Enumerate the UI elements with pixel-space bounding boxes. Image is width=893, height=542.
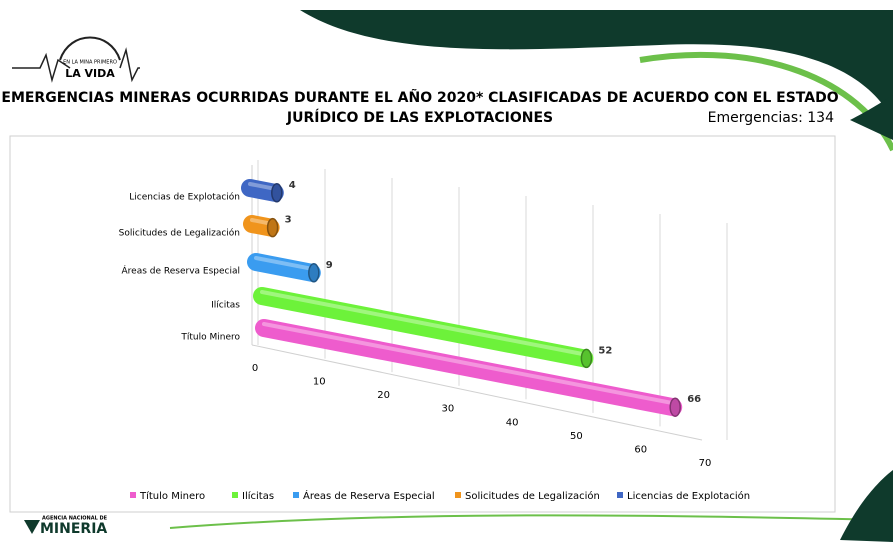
- subtitle: Emergencias: 134: [708, 110, 834, 126]
- decor-bottom-corner: [840, 470, 893, 542]
- bar-highlight: [248, 182, 277, 191]
- legend-label: Solicitudes de Legalización: [465, 490, 600, 502]
- legend-label: Ilícitas: [242, 490, 274, 502]
- decor-bottom-line: [169, 514, 893, 529]
- title-line: EMERGENCIAS MINERAS OCURRIDAS DURANTE EL…: [1, 89, 838, 106]
- x-tick-label: 20: [377, 390, 390, 401]
- logo-pulse: [12, 47, 140, 83]
- agency-top: AGENCIA NACIONAL DE: [42, 516, 108, 522]
- decor-corner: [850, 95, 893, 140]
- bar-highlight: [254, 256, 314, 271]
- legend-swatch: [232, 492, 238, 498]
- x-tick-label: 30: [441, 404, 454, 415]
- data-label: 3: [285, 215, 292, 226]
- legend-swatch: [617, 492, 623, 498]
- bar-cap: [669, 397, 681, 417]
- logo-arch: [59, 36, 121, 61]
- y-tick-label: Ilícitas: [211, 301, 240, 311]
- x-tick-label: 50: [570, 431, 583, 442]
- legend-swatch: [130, 492, 136, 498]
- x-tick-label: 40: [506, 417, 519, 428]
- bar-cap: [271, 183, 283, 203]
- y-tick-label: Licencias de Explotación: [129, 192, 240, 203]
- axis-line: [251, 344, 703, 441]
- data-label: 52: [598, 345, 612, 356]
- x-tick-label: 10: [313, 377, 326, 388]
- data-label: 9: [326, 260, 333, 271]
- x-tick-label: 70: [699, 458, 712, 469]
- bar: [241, 179, 284, 202]
- agency-icon: [24, 520, 40, 534]
- x-tick-label: 60: [634, 444, 647, 455]
- y-tick-label: Título Minero: [180, 333, 240, 343]
- legend-swatch: [293, 492, 299, 498]
- bar-cap: [580, 348, 593, 369]
- legend-label: Áreas de Reserva Especial: [303, 489, 435, 502]
- data-label: 66: [687, 394, 701, 405]
- legend-swatch: [455, 492, 461, 498]
- bar-cap: [308, 263, 320, 283]
- logo-main: LA VIDA: [65, 67, 115, 80]
- bar: [255, 319, 683, 417]
- legend-label: Licencias de Explotación: [627, 490, 750, 502]
- x-tick-label: 0: [252, 363, 258, 374]
- plot: 0 10 20 30 40 50 60 70 4 Licencias de Explotación…: [119, 160, 750, 502]
- bar: [253, 287, 594, 368]
- agency-main: MINERIA: [40, 521, 107, 537]
- bar-highlight: [260, 290, 587, 357]
- legend-label: Título Minero: [139, 490, 205, 502]
- data-label: 4: [289, 180, 296, 191]
- bar-highlight: [262, 322, 676, 406]
- title-line: JURÍDICO DE LAS EXPLOTACIONES: [286, 109, 553, 126]
- bar-cap: [266, 217, 279, 238]
- y-tick-label: Áreas de Reserva Especial: [122, 265, 240, 277]
- y-tick-label: Solicitudes de Legalización: [119, 228, 240, 239]
- decor-swoosh: [300, 10, 893, 120]
- logo-top: EN LA MINA PRIMERO: [63, 60, 117, 66]
- bar: [247, 253, 321, 282]
